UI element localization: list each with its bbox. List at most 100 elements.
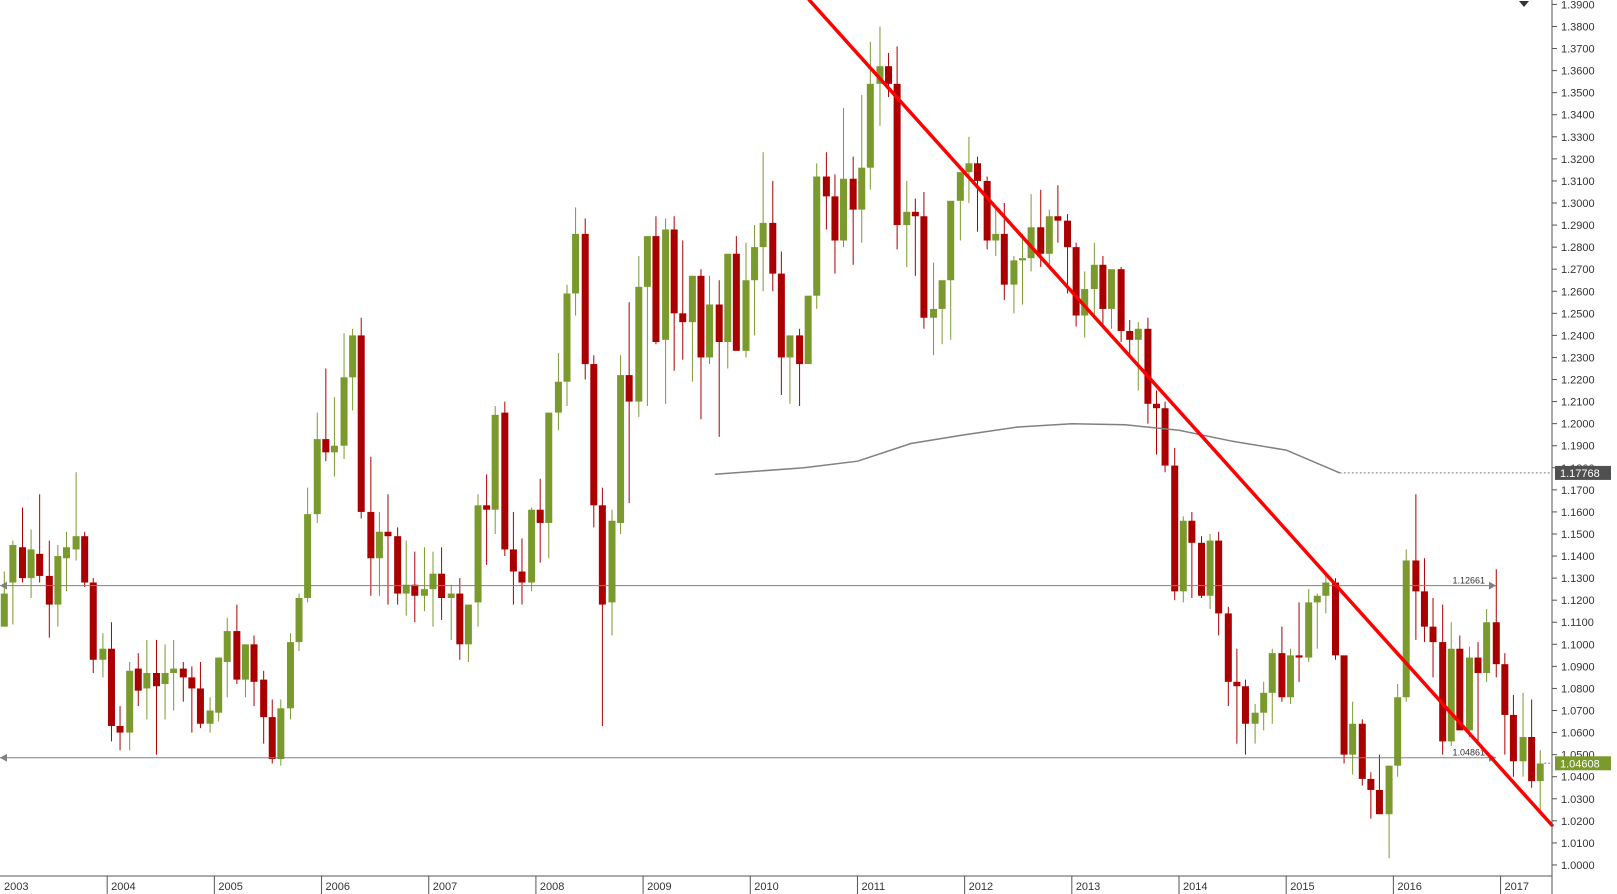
candle[interactable] bbox=[1483, 609, 1491, 682]
candle[interactable] bbox=[429, 551, 437, 627]
candle[interactable] bbox=[974, 156, 982, 232]
candle[interactable] bbox=[126, 661, 134, 751]
candle[interactable] bbox=[1260, 681, 1268, 731]
candle[interactable] bbox=[188, 666, 196, 733]
candle[interactable] bbox=[1054, 185, 1062, 243]
candle[interactable] bbox=[1340, 655, 1348, 764]
candle[interactable] bbox=[170, 639, 178, 711]
candle[interactable] bbox=[277, 699, 285, 766]
candle[interactable] bbox=[134, 653, 142, 707]
candle[interactable] bbox=[99, 633, 107, 678]
candle[interactable] bbox=[1536, 750, 1544, 810]
candle[interactable] bbox=[992, 209, 1000, 256]
candle[interactable] bbox=[804, 295, 812, 365]
candle[interactable] bbox=[625, 302, 633, 504]
candle[interactable] bbox=[384, 494, 392, 605]
candle[interactable] bbox=[652, 216, 660, 345]
candle[interactable] bbox=[1064, 214, 1072, 294]
candle[interactable] bbox=[375, 511, 383, 596]
candle[interactable] bbox=[1117, 266, 1125, 343]
candle[interactable] bbox=[1429, 597, 1437, 678]
candle[interactable] bbox=[1412, 494, 1420, 640]
candle[interactable] bbox=[1456, 635, 1464, 731]
candle[interactable] bbox=[1179, 516, 1187, 603]
candle[interactable] bbox=[1420, 558, 1428, 643]
candle[interactable] bbox=[1198, 536, 1206, 598]
candle[interactable] bbox=[563, 284, 571, 407]
candle[interactable] bbox=[1278, 626, 1286, 702]
candle[interactable] bbox=[295, 593, 303, 651]
candle[interactable] bbox=[1037, 189, 1045, 267]
candle[interactable] bbox=[241, 644, 249, 698]
candle[interactable] bbox=[518, 538, 526, 605]
candle[interactable] bbox=[938, 280, 946, 345]
candle[interactable] bbox=[590, 355, 598, 528]
candle[interactable] bbox=[116, 706, 124, 751]
candle[interactable] bbox=[777, 251, 785, 395]
candle[interactable] bbox=[796, 328, 804, 407]
candle[interactable] bbox=[679, 240, 687, 360]
candle[interactable] bbox=[394, 527, 402, 605]
candle[interactable] bbox=[724, 253, 732, 369]
candle[interactable] bbox=[697, 269, 705, 420]
candle[interactable] bbox=[813, 163, 821, 309]
candle[interactable] bbox=[19, 507, 27, 583]
candle[interactable] bbox=[965, 136, 973, 204]
candle[interactable] bbox=[179, 661, 187, 702]
candle[interactable] bbox=[1107, 269, 1115, 329]
candle[interactable] bbox=[1090, 242, 1098, 318]
candle[interactable] bbox=[206, 697, 214, 733]
candle[interactable] bbox=[1019, 233, 1027, 305]
candle[interactable] bbox=[1268, 648, 1276, 724]
candle[interactable] bbox=[643, 236, 651, 407]
candle[interactable] bbox=[831, 174, 839, 274]
candle[interactable] bbox=[1367, 772, 1375, 819]
candle[interactable] bbox=[1465, 646, 1473, 737]
candle[interactable] bbox=[420, 547, 428, 612]
candle[interactable] bbox=[1134, 322, 1142, 391]
candle[interactable] bbox=[1171, 447, 1179, 601]
candle[interactable] bbox=[1251, 703, 1259, 744]
candle[interactable] bbox=[152, 639, 160, 755]
candle[interactable] bbox=[215, 657, 223, 722]
candle[interactable] bbox=[911, 198, 919, 276]
candle[interactable] bbox=[447, 584, 455, 640]
candle[interactable] bbox=[81, 531, 89, 587]
candle[interactable] bbox=[1322, 573, 1330, 614]
candle[interactable] bbox=[340, 333, 348, 459]
candle[interactable] bbox=[402, 540, 410, 616]
candle[interactable] bbox=[947, 200, 955, 340]
candle[interactable] bbox=[1402, 549, 1410, 702]
trendline[interactable] bbox=[807, 0, 1554, 827]
candle[interactable] bbox=[1027, 194, 1035, 272]
candle[interactable] bbox=[1394, 684, 1402, 777]
candle[interactable] bbox=[483, 474, 491, 565]
candle[interactable] bbox=[304, 487, 312, 603]
candle[interactable] bbox=[983, 176, 991, 250]
candle[interactable] bbox=[367, 456, 375, 596]
candle[interactable] bbox=[1188, 511, 1196, 598]
candle[interactable] bbox=[1375, 754, 1383, 815]
candle[interactable] bbox=[260, 670, 268, 744]
candle[interactable] bbox=[751, 225, 759, 336]
candle[interactable] bbox=[858, 94, 866, 243]
candle[interactable] bbox=[27, 529, 35, 598]
candle[interactable] bbox=[322, 368, 330, 462]
candle[interactable] bbox=[1286, 648, 1294, 704]
candle[interactable] bbox=[849, 156, 857, 265]
candle[interactable] bbox=[509, 511, 517, 605]
candle[interactable] bbox=[1313, 593, 1321, 649]
candle[interactable] bbox=[1305, 589, 1313, 662]
candle[interactable] bbox=[1474, 642, 1482, 744]
candle[interactable] bbox=[956, 172, 964, 241]
candle[interactable] bbox=[608, 509, 616, 636]
candle[interactable] bbox=[161, 644, 169, 720]
candle[interactable] bbox=[89, 578, 97, 673]
candle[interactable] bbox=[1439, 604, 1447, 755]
candle[interactable] bbox=[617, 355, 625, 534]
candle[interactable] bbox=[268, 699, 276, 764]
candle[interactable] bbox=[143, 639, 151, 720]
candle[interactable] bbox=[1331, 578, 1339, 660]
candle[interactable] bbox=[1492, 569, 1500, 678]
